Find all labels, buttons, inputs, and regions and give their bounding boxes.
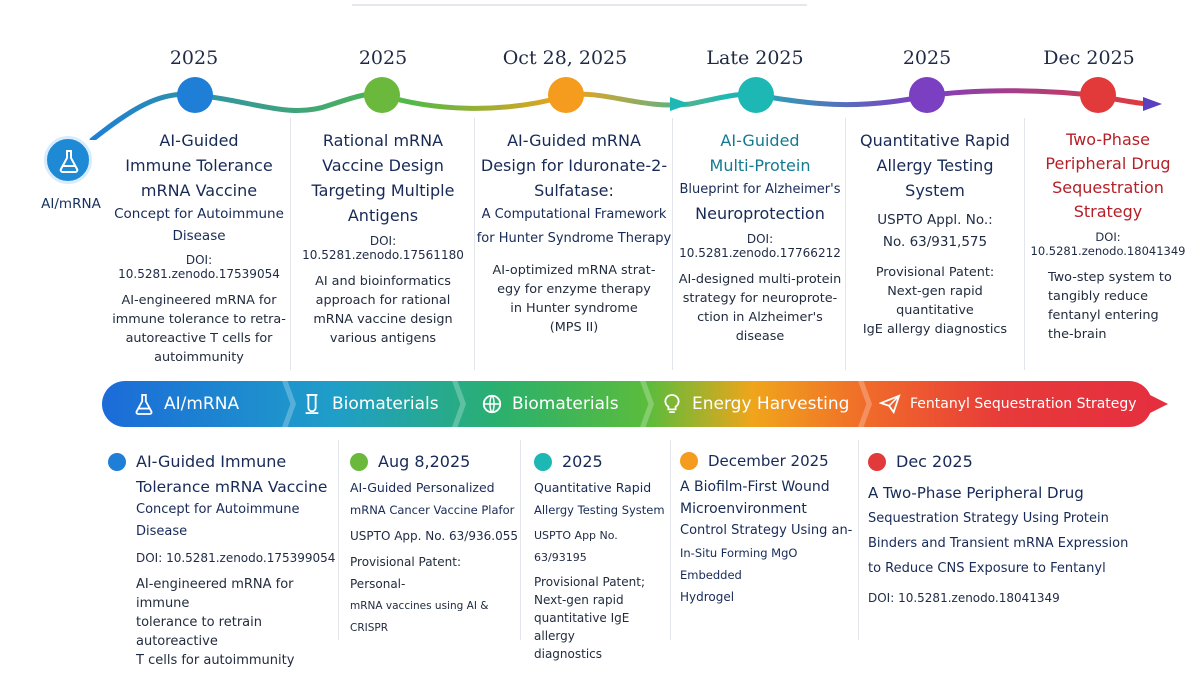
bottom-entry-3: 2025 Quantitative Rapid Allergy Testing … (534, 452, 665, 661)
column-divider (290, 118, 291, 370)
bullet-dot-teal (534, 452, 552, 471)
entry-title: AI-Guided Multi-Protein (709, 131, 811, 175)
date-6: Dec 2025 (1043, 47, 1135, 69)
column-divider (845, 118, 846, 370)
timeline-entry-4: AI-Guided Multi-Protein Blueprint for Alz… (674, 128, 846, 346)
band-segment-ai-mrna: AI/mRNA (132, 381, 239, 427)
globe-icon (480, 392, 504, 416)
entry-description: AI-designed multi-protein strategy for ne… (678, 272, 842, 344)
bullet-dot-red (868, 452, 886, 471)
bottom-entry-1: AI-Guided Immune Tolerance mRNA Vaccine … (108, 452, 336, 670)
band-segment-biomaterials-2: Biomaterials (480, 381, 619, 427)
entry-title: Quantitative Rapid Allergy Testing System (860, 131, 1010, 200)
band-arrowhead (1146, 393, 1168, 415)
milestone-dot-purple (909, 77, 945, 113)
entry-doi: DOI: 10.5281.zenodo.17539054 (118, 253, 280, 281)
timeline-entry-6: Two-Phase Peripheral Drug Sequestration Str… (1026, 128, 1190, 344)
timeline-entry-2: Rational mRNA Vaccine Design Targeting Mul… (292, 128, 474, 348)
milestone-dot-orange (548, 77, 584, 113)
band-segment-biomaterials-1: Biomaterials (300, 381, 439, 427)
timeline-entry-5: Quantitative Rapid Allergy Testing System … (847, 128, 1023, 339)
timeline-wave (89, 88, 1162, 140)
bullet-dot-green (350, 452, 368, 471)
column-divider (520, 440, 521, 640)
top-divider-line (352, 4, 807, 6)
flask-icon (59, 150, 79, 173)
ai-mrna-lead-node (44, 136, 92, 184)
column-divider (672, 118, 673, 370)
wave-arrowhead-end (1143, 97, 1162, 111)
date-3: Oct 28, 2025 (502, 47, 628, 69)
band-segment-fentanyl: Fentanyl Sequestration Strategy (878, 381, 1137, 427)
entry-description: Provisional Patent: Next-gen rapid quanti… (862, 265, 1008, 337)
bullet-dot-blue (108, 452, 126, 471)
entry-description: AI and bioinformatics approach for ration… (313, 274, 453, 346)
entry-doi: DOI: 10.5281.zenodo.17561180 (302, 234, 464, 262)
date-2: 2025 (358, 47, 408, 69)
bottom-entry-4: December 2025 A Biofilm-First Wound Micr… (680, 452, 853, 604)
timeline-entry-3: AI-Guided mRNA Design for Iduronate-2- Sul… (476, 128, 672, 337)
milestone-dot-blue (177, 77, 213, 113)
column-divider (670, 440, 671, 640)
entry-title: Two-Phase Peripheral Drug Sequestration Str… (1045, 130, 1171, 221)
beaker-icon (300, 392, 324, 416)
milestone-dot-green (364, 77, 400, 113)
wave-arrowhead-mid (670, 97, 690, 111)
entry-description: Two-step system to tangibly reduce fentany… (1048, 270, 1172, 342)
paper-plane-icon (878, 392, 902, 416)
column-divider (1024, 118, 1025, 370)
entry-title: Rational mRNA Vaccine Design Targeting Mul… (311, 131, 455, 225)
milestone-dot-red (1080, 77, 1116, 113)
column-divider (474, 118, 475, 370)
column-divider (858, 440, 859, 640)
date-1: 2025 (169, 47, 219, 69)
entry-description: AI-engineered mRNA for immune tolerance t… (112, 293, 286, 365)
category-band (102, 381, 1152, 427)
date-5: 2025 (902, 47, 952, 69)
entry-patent-number: USPTO Appl. No.: No. 63/931,575 (877, 212, 993, 250)
timeline-entry-1: AI-Guided Immune Tolerance mRNA Vaccine Co… (106, 128, 292, 367)
entry-title: AI-Guided Immune Tolerance mRNA Vaccine (125, 131, 273, 200)
entry-title: AI-Guided mRNA Design for Iduronate-2- Sul… (480, 131, 668, 200)
entry-doi: DOI: 10.5281.zenodo.17766212 (679, 232, 841, 260)
entry-doi: DOI: 10.5281.zenodo.18041349 (1030, 230, 1186, 258)
bulb-icon (660, 392, 684, 416)
bottom-entry-5: Dec 2025 A Two-Phase Peripheral Drug Seq… (868, 452, 1129, 605)
milestone-dot-teal (738, 77, 774, 113)
bullet-dot-orange (680, 452, 698, 470)
date-4: Late 2025 (706, 47, 804, 69)
bottom-entry-2: Aug 8,2025 AI-Guided Personalized mRNA C… (350, 452, 518, 634)
lead-label: AI/mRNA (41, 196, 101, 212)
band-segment-energy-harvesting: Energy Harvesting (660, 381, 849, 427)
column-divider (338, 440, 339, 640)
entry-description: AI-optimized mRNA strat-egy for enzyme t… (492, 263, 656, 335)
flask-icon (132, 392, 156, 416)
